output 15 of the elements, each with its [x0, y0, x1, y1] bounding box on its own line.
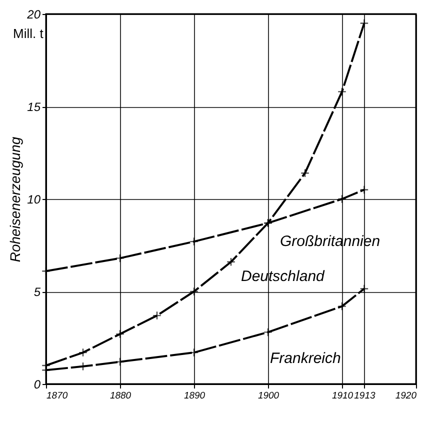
x-tick-label: 1913 — [354, 390, 376, 402]
series-label: Frankreich — [270, 350, 341, 368]
text: Mill. t — [13, 26, 44, 41]
x-tick-label: 1870 — [46, 390, 68, 402]
x-tick-label: 1910 — [332, 390, 354, 402]
x-tick-label: 1900 — [258, 390, 280, 402]
y-tick-label: 15 — [27, 100, 41, 114]
y-axis-title: Roheisenerzeugung — [7, 136, 24, 262]
y-tick-label: 20 — [26, 8, 41, 22]
y-tick-label: 0 — [34, 378, 41, 392]
x-tick-label: 1890 — [184, 390, 206, 402]
x-tick-label: 1920 — [395, 390, 418, 402]
x-tick-label: 1880 — [110, 390, 132, 402]
y-tick-label: 5 — [34, 285, 41, 299]
y-tick-label: 10 — [27, 192, 41, 206]
